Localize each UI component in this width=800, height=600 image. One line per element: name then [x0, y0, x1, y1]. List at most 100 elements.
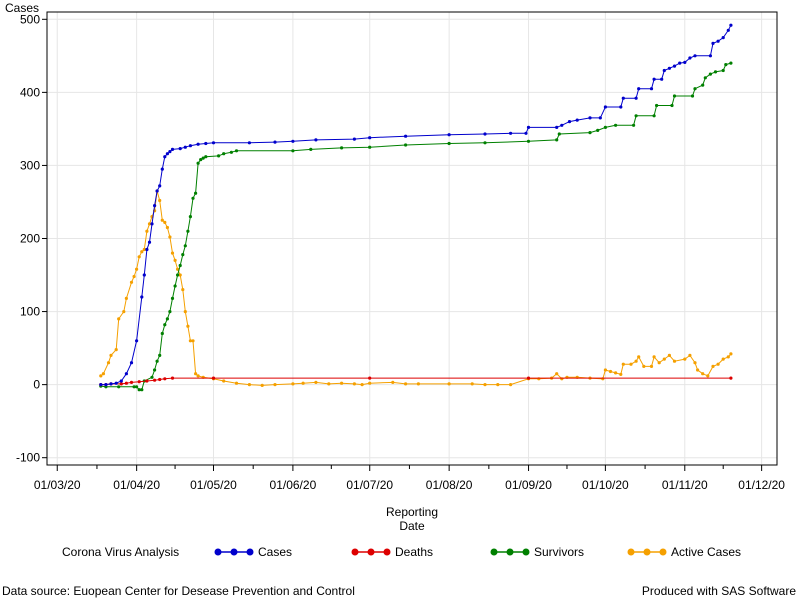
- data-point: [188, 339, 192, 343]
- data-point: [119, 382, 123, 386]
- data-point: [183, 145, 187, 149]
- data-point: [163, 377, 167, 381]
- data-point: [137, 255, 141, 259]
- data-point: [721, 68, 725, 73]
- data-point: [124, 381, 128, 385]
- data-point: [158, 353, 162, 357]
- data-point: [662, 357, 666, 361]
- data-point: [176, 267, 180, 271]
- data-point: [191, 339, 195, 343]
- x-axis: 01/03/20 01/04/20 01/05/20 01/06/20 01/07/20…: [34, 465, 785, 492]
- data-point: [165, 225, 169, 230]
- data-point: [608, 369, 613, 374]
- data-point: [672, 94, 677, 98]
- data-point: [404, 134, 408, 138]
- data-point: [340, 146, 344, 150]
- data-point: [165, 152, 169, 156]
- data-point: [158, 184, 162, 188]
- produced-by-note: Produced with SAS Software: [641, 584, 796, 598]
- data-point: [588, 116, 592, 120]
- x-tick-label: 01/07/20: [346, 478, 393, 492]
- data-point: [150, 375, 154, 379]
- legend-swatch-marker: [627, 548, 635, 556]
- data-point: [273, 140, 277, 144]
- y-tick-label: 100: [20, 305, 40, 319]
- data-point: [729, 23, 733, 27]
- data-point: [632, 123, 636, 127]
- data-point: [652, 77, 656, 81]
- data-point: [637, 355, 641, 359]
- data-point: [696, 368, 700, 372]
- data-point: [352, 137, 356, 141]
- data-point: [176, 273, 180, 277]
- data-point: [178, 263, 182, 268]
- data-point: [153, 378, 157, 382]
- x-axis-label-line1: Reporting: [386, 505, 438, 519]
- data-point: [155, 189, 159, 193]
- y-tick-label: 0: [33, 378, 40, 392]
- data-point: [713, 70, 718, 74]
- data-point: [160, 218, 164, 222]
- data-point: [711, 364, 715, 368]
- data-point: [117, 385, 121, 389]
- data-point: [683, 357, 687, 361]
- legend-label: Survivors: [534, 545, 584, 559]
- data-point: [104, 383, 108, 387]
- data-point: [104, 385, 108, 389]
- data-point: [99, 383, 103, 387]
- data-point: [109, 382, 113, 386]
- data-point: [188, 215, 192, 219]
- data-point: [368, 136, 372, 140]
- legend-entry: Deaths: [351, 545, 433, 559]
- data-point: [211, 141, 216, 145]
- data-point: [683, 60, 687, 64]
- data-point: [196, 142, 200, 146]
- legend-label: Active Cases: [671, 545, 741, 559]
- data-point: [688, 56, 692, 60]
- data-point: [634, 96, 638, 100]
- series-cases: [99, 23, 733, 387]
- data-point: [301, 381, 305, 385]
- data-point: [163, 155, 167, 159]
- data-point: [693, 87, 697, 91]
- data-point: [135, 267, 139, 271]
- series-active-cases: [99, 189, 733, 387]
- data-point: [178, 273, 182, 277]
- data-point: [619, 372, 623, 376]
- data-point: [194, 372, 198, 376]
- data-point: [140, 250, 144, 254]
- data-point: [140, 388, 144, 392]
- data-point: [170, 251, 175, 255]
- data-point: [701, 83, 705, 87]
- x-tick-label: 01/09/20: [505, 478, 552, 492]
- x-tick-label: 01/11/20: [662, 478, 708, 492]
- data-point: [603, 125, 608, 129]
- data-point: [524, 131, 528, 135]
- data-point: [555, 138, 559, 142]
- data-point: [711, 41, 715, 46]
- data-point: [649, 364, 654, 368]
- data-point: [191, 196, 195, 200]
- data-point: [153, 368, 157, 372]
- data-point: [135, 339, 139, 343]
- data-point: [629, 362, 633, 366]
- data-point: [163, 220, 167, 224]
- data-point: [678, 61, 682, 65]
- legend: Corona Virus Analysis Cases Deaths Survivo…: [62, 545, 741, 559]
- data-point: [340, 381, 344, 385]
- data-point: [447, 382, 451, 386]
- data-point: [183, 310, 187, 314]
- data-point: [183, 244, 187, 248]
- data-point: [186, 229, 190, 233]
- data-point: [649, 87, 654, 91]
- data-point: [483, 383, 487, 387]
- data-point: [147, 222, 152, 226]
- data-point: [181, 288, 185, 292]
- data-point: [567, 120, 572, 124]
- y-tick-label: 300: [20, 158, 40, 172]
- data-point: [368, 376, 372, 380]
- data-point: [129, 361, 134, 365]
- data-point: [598, 116, 602, 120]
- data-point: [703, 76, 707, 80]
